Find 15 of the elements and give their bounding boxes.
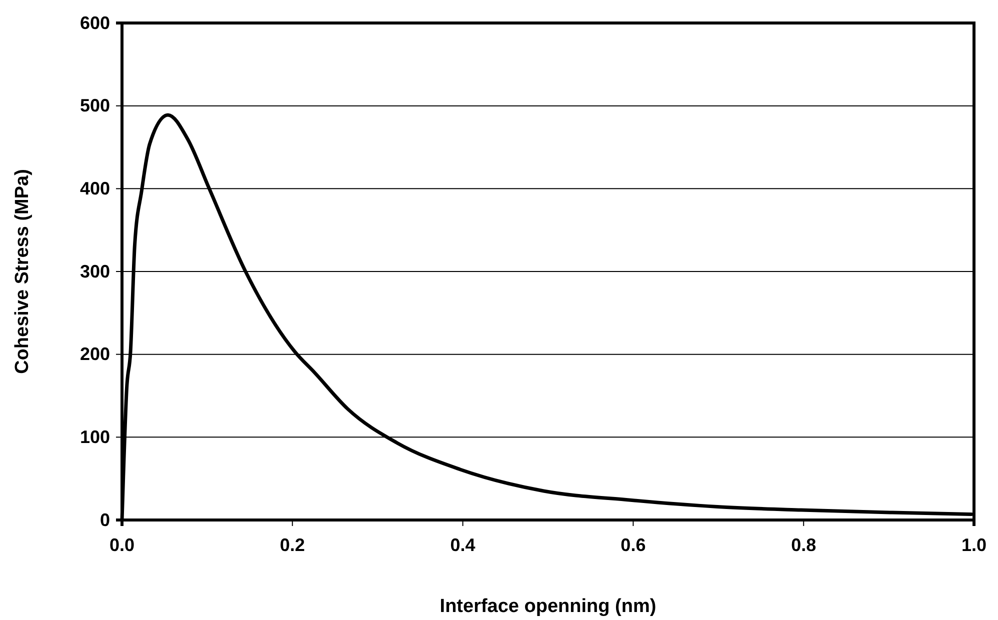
- x-tick-label: 0.2: [280, 534, 305, 555]
- x-axis-title: Interface openning (nm): [440, 596, 656, 617]
- y-tick-label: 0: [100, 510, 110, 530]
- y-tick-label: 300: [80, 261, 110, 282]
- y-tick-label: 600: [80, 12, 110, 33]
- x-tick-label: 0.4: [450, 534, 476, 555]
- y-tick-label: 100: [80, 426, 110, 447]
- y-tick-label: 500: [80, 96, 110, 116]
- y-tick-label: 200: [80, 344, 110, 364]
- x-tick-label: 0.0: [109, 534, 135, 555]
- x-tick-label: 0.8: [791, 534, 816, 555]
- x-tick-label: 0.6: [620, 534, 646, 555]
- x-tick-label: 1.0: [961, 534, 987, 555]
- y-tick-label: 400: [80, 178, 110, 198]
- y-axis-title: Cohesive Stress (MPa): [12, 169, 33, 374]
